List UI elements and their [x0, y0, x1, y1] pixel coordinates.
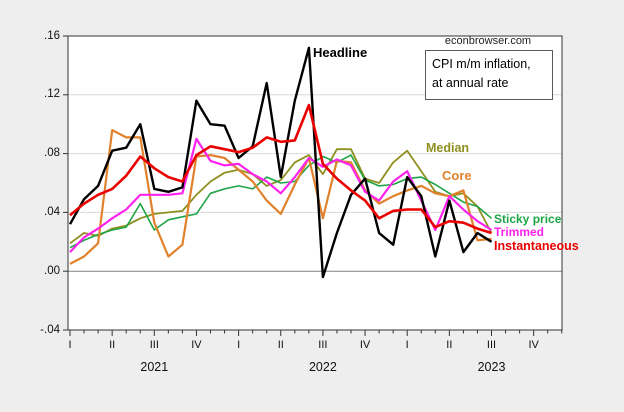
note-line-2: at annual rate [432, 76, 509, 91]
x-axis-quarter-label: I [68, 339, 72, 351]
median-series-line [69, 148, 493, 245]
x-axis-quarter-label: IV [359, 339, 371, 351]
median-series-label: Median [426, 141, 470, 155]
core-series-line [69, 129, 492, 265]
x-axis-year-label: 2023 [477, 360, 506, 374]
core-series-label: Core [442, 168, 472, 183]
x-axis-quarter-label: I [237, 339, 241, 351]
econbrowser-watermark: econbrowser.com [444, 35, 532, 47]
y-axis-tick-label: .08 [44, 147, 60, 160]
x-axis-quarter-label: III [318, 339, 328, 351]
sticky-price-series-label: Sticky price [494, 212, 562, 226]
x-axis-quarter-label: III [149, 339, 159, 351]
x-axis-quarter-label: II [109, 339, 116, 351]
x-axis-quarter-label: II [277, 339, 284, 351]
x-axis-quarter-label: IV [528, 339, 539, 351]
instantaneous-series-label: Instantaneous [494, 239, 579, 253]
y-axis-tick-label: .00 [44, 264, 60, 277]
x-axis-year-label: 2022 [308, 360, 337, 374]
y-axis-tick-label: .12 [44, 88, 60, 101]
headline-series-label: Headline [313, 45, 368, 60]
headline-series-line [68, 46, 493, 279]
instantaneous-series-line [69, 103, 492, 235]
note-line-1: CPI m/m inflation, [432, 57, 531, 71]
chart-note-box: CPI m/m inflation, at annual rate [425, 50, 553, 100]
x-axis-year-label: 2021 [140, 360, 169, 374]
trimmed-series-label: Trimmed [494, 225, 545, 239]
y-axis-tick-label: -.04 [40, 323, 60, 336]
y-axis-tick-label: .16 [44, 29, 60, 42]
x-axis-quarter-label: I [405, 339, 409, 351]
sticky-price-series-line [69, 154, 493, 249]
x-axis-quarter-label: III [486, 339, 497, 351]
x-axis-quarter-label: IV [191, 339, 202, 351]
plot-frame [67, 35, 563, 331]
y-axis-tick-label: .04 [44, 205, 60, 218]
x-axis-quarter-label: II [446, 339, 453, 351]
